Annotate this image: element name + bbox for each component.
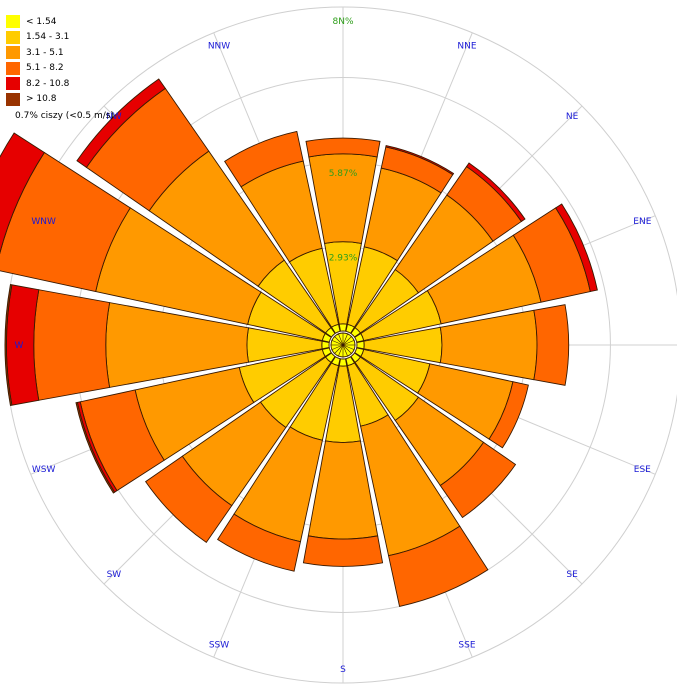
direction-label-wsw: WSW <box>32 465 56 475</box>
petal-n-bin-2 <box>308 153 378 244</box>
direction-label-n: 8N% <box>332 17 353 27</box>
petal-w-bin-0 <box>321 340 330 350</box>
direction-label-ssw: SSW <box>209 640 229 650</box>
calm-center-spoke <box>338 344 344 357</box>
calm-center-spoke <box>342 333 348 346</box>
legend: < 1.54 1.54 - 3.1 3.1 - 5.1 5.1 - 8.2 8.… <box>6 14 69 107</box>
calm-center-spoke <box>334 344 344 354</box>
petal-nw-bin-4 <box>76 78 166 168</box>
direction-label-nw: NW <box>106 112 122 122</box>
legend-swatch <box>6 46 20 60</box>
petal-w-bin-5 <box>4 284 13 406</box>
direction-label-sse: SSE <box>458 640 475 650</box>
petal-ese-bin-3 <box>488 381 529 449</box>
direction-label-ene: ENE <box>633 217 651 227</box>
legend-label: < 1.54 <box>26 16 57 27</box>
legend-item: > 10.8 <box>6 92 69 108</box>
legend-item: 3.1 - 5.1 <box>6 45 69 61</box>
direction-labels: 8N% NNE NE ENE ESE SE SSE S SSW SW WSW W WNW NW NNW <box>15 17 652 675</box>
petal-ne-bin-4 <box>465 162 526 223</box>
calm-center-spoke <box>342 336 352 346</box>
direction-label-w: W <box>15 341 24 351</box>
petal-nne-bin-4 <box>385 144 455 176</box>
direction-label-ne: NE <box>566 112 579 122</box>
petal-e-bin-3 <box>533 304 570 386</box>
petal-n-bin-0 <box>338 323 348 332</box>
petal-sse-bin-3 <box>388 525 489 607</box>
petal-s-bin-3 <box>302 535 384 567</box>
petal-sw-bin-3 <box>144 455 233 544</box>
calm-center-spoke <box>342 344 355 350</box>
direction-label-nnw: NNW <box>208 42 230 52</box>
ring-label: 2.93% <box>329 254 358 264</box>
wind-petals <box>0 78 598 607</box>
direction-label-ese: ESE <box>634 465 651 475</box>
calm-center-spoke <box>338 333 344 346</box>
calm-center-spoke <box>342 340 355 346</box>
calm-center-spoke <box>342 344 352 354</box>
legend-item: 8.2 - 10.8 <box>6 76 69 92</box>
petal-wsw-bin-5 <box>75 401 116 494</box>
petal-se-bin-3 <box>439 441 517 519</box>
petal-e-bin-0 <box>356 340 365 350</box>
calm-center-spoke <box>331 344 344 350</box>
legend-item: 5.1 - 8.2 <box>6 61 69 77</box>
direction-label-sw: SW <box>107 570 122 580</box>
petal-w-bin-3 <box>33 289 111 401</box>
calm-center-spoke <box>342 344 348 357</box>
petal-wnw-bin-4 <box>0 132 45 255</box>
legend-swatch <box>6 30 20 44</box>
legend-label: > 10.8 <box>26 94 57 105</box>
petal-ssw-bin-3 <box>217 513 302 572</box>
legend-label: 3.1 - 5.1 <box>26 47 64 58</box>
legend-swatch <box>6 61 20 75</box>
direction-label-se: SE <box>566 570 578 580</box>
legend-swatch <box>6 77 20 91</box>
legend-item: < 1.54 <box>6 14 69 30</box>
petal-s-bin-0 <box>338 358 348 367</box>
legend-label: 8.2 - 10.8 <box>26 78 70 89</box>
ring-labels: 2.93% 5.87% <box>329 169 358 264</box>
direction-label-wnw: WNW <box>31 217 56 227</box>
calm-percentage-note: 0.7% ciszу (<0.5 m/s) <box>15 111 114 121</box>
legend-swatch <box>6 15 20 29</box>
calm-center-spoke <box>334 336 344 346</box>
direction-label-s: S <box>340 665 346 675</box>
petal-ene-bin-4 <box>555 203 598 293</box>
petal-n-bin-3 <box>305 137 381 158</box>
ring-label: 5.87% <box>329 169 358 179</box>
petal-nnw-bin-3 <box>224 130 304 188</box>
legend-item: 1.54 - 3.1 <box>6 30 69 46</box>
direction-label-nne: NNE <box>457 42 476 52</box>
legend-swatch <box>6 92 20 106</box>
legend-label: 5.1 - 8.2 <box>26 63 64 74</box>
calm-center-spoke <box>331 340 344 346</box>
legend-label: 1.54 - 3.1 <box>26 32 70 43</box>
